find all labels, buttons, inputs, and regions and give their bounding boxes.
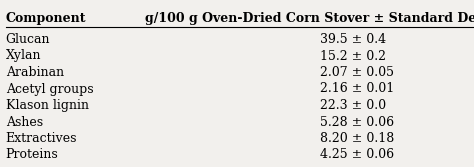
Text: Proteins: Proteins bbox=[6, 148, 58, 161]
Text: Glucan: Glucan bbox=[6, 33, 50, 46]
Text: 15.2 ± 0.2: 15.2 ± 0.2 bbox=[320, 49, 386, 62]
Text: 5.28 ± 0.06: 5.28 ± 0.06 bbox=[320, 116, 394, 128]
Text: Extractives: Extractives bbox=[6, 132, 77, 145]
Text: g/100 g Oven-Dried Corn Stover ± Standard Deviation: g/100 g Oven-Dried Corn Stover ± Standar… bbox=[145, 12, 474, 25]
Text: 22.3 ± 0.0: 22.3 ± 0.0 bbox=[320, 99, 386, 112]
Text: Xylan: Xylan bbox=[6, 49, 41, 62]
Text: Arabinan: Arabinan bbox=[6, 66, 64, 79]
Text: Component: Component bbox=[6, 12, 86, 25]
Text: 8.20 ± 0.18: 8.20 ± 0.18 bbox=[320, 132, 394, 145]
Text: 2.07 ± 0.05: 2.07 ± 0.05 bbox=[320, 66, 394, 79]
Text: Ashes: Ashes bbox=[6, 116, 43, 128]
Text: Klason lignin: Klason lignin bbox=[6, 99, 89, 112]
Text: Acetyl groups: Acetyl groups bbox=[6, 82, 93, 96]
Text: 2.16 ± 0.01: 2.16 ± 0.01 bbox=[320, 82, 394, 96]
Text: 4.25 ± 0.06: 4.25 ± 0.06 bbox=[320, 148, 394, 161]
Text: 39.5 ± 0.4: 39.5 ± 0.4 bbox=[320, 33, 386, 46]
